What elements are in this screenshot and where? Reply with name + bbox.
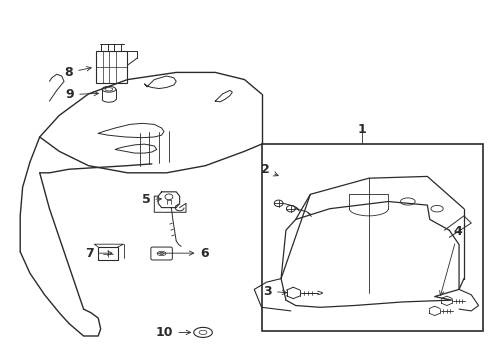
Text: 3: 3: [263, 285, 286, 298]
Text: 10: 10: [156, 326, 190, 339]
Text: 6: 6: [157, 247, 208, 260]
Bar: [96, 51, 127, 83]
Bar: [261, 144, 483, 330]
Text: 4: 4: [439, 225, 462, 296]
Text: 9: 9: [65, 88, 98, 101]
Text: 8: 8: [64, 66, 91, 79]
Text: 5: 5: [142, 193, 161, 206]
Bar: [98, 247, 118, 260]
Text: 1: 1: [356, 122, 365, 136]
Text: 7: 7: [85, 247, 112, 260]
Text: 2: 2: [260, 163, 278, 176]
